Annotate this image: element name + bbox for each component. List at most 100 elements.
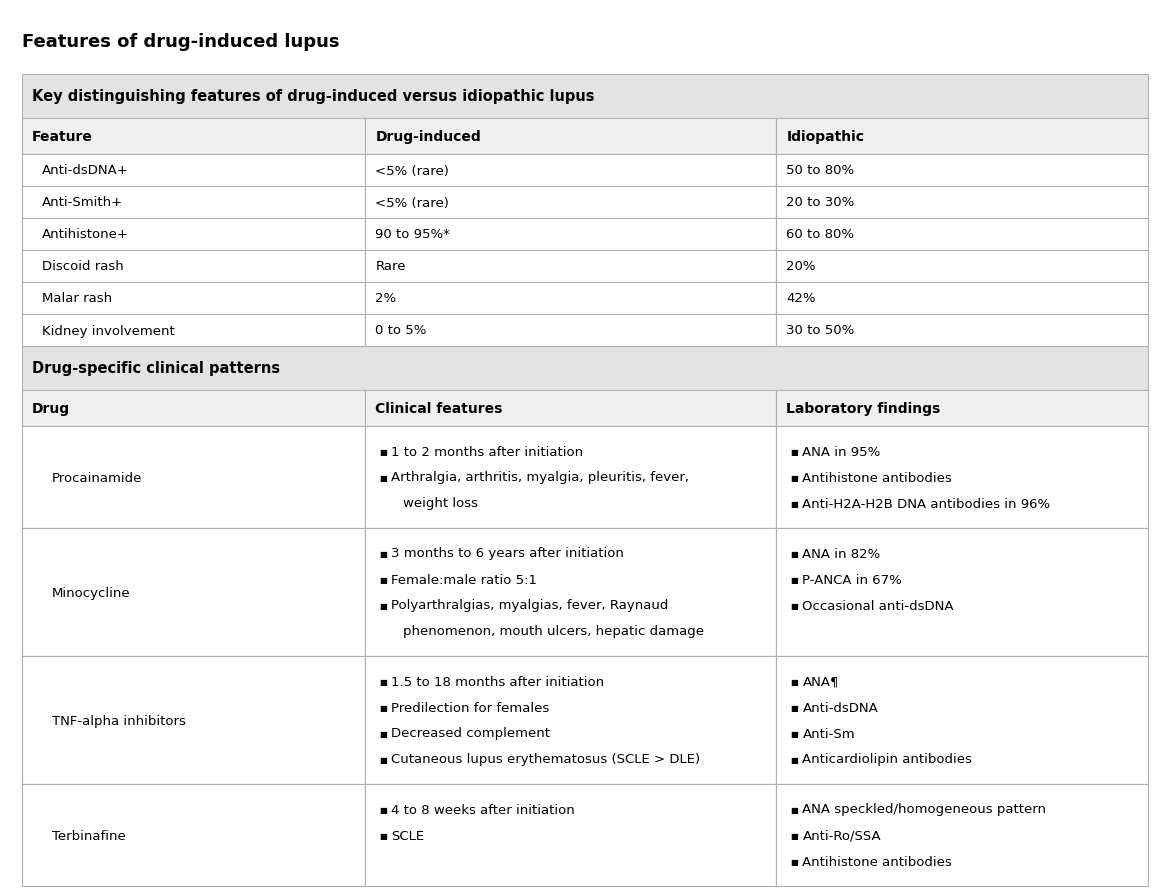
Bar xyxy=(22,283,365,315)
Text: Polyarthralgias, myalgias, fever, Raynaud: Polyarthralgias, myalgias, fever, Raynau… xyxy=(392,599,669,611)
Text: Anti-dsDNA: Anti-dsDNA xyxy=(803,701,879,713)
Bar xyxy=(365,119,777,155)
Text: 30 to 50%: 30 to 50% xyxy=(786,325,854,337)
Text: ■: ■ xyxy=(791,575,798,584)
Bar xyxy=(777,283,1148,315)
Bar xyxy=(365,656,777,784)
Bar xyxy=(365,528,777,656)
Text: 4 to 8 weeks after initiation: 4 to 8 weeks after initiation xyxy=(392,803,576,815)
Text: Drug-induced: Drug-induced xyxy=(376,130,481,144)
Text: 3 months to 6 years after initiation: 3 months to 6 years after initiation xyxy=(392,547,625,560)
Bar xyxy=(22,784,365,886)
Bar xyxy=(22,75,1148,119)
Bar xyxy=(777,219,1148,250)
Text: Antihistone+: Antihistone+ xyxy=(42,228,129,241)
Bar xyxy=(777,315,1148,347)
Text: 60 to 80%: 60 to 80% xyxy=(786,228,854,241)
Text: Anti-Ro/SSA: Anti-Ro/SSA xyxy=(803,829,881,841)
Bar xyxy=(777,391,1148,426)
Text: 0 to 5%: 0 to 5% xyxy=(376,325,427,337)
Bar xyxy=(22,656,365,784)
Bar xyxy=(365,219,777,250)
Text: 20%: 20% xyxy=(786,260,815,274)
Bar xyxy=(777,250,1148,283)
Text: ■: ■ xyxy=(379,729,387,738)
Text: Anti-Smith+: Anti-Smith+ xyxy=(42,197,123,209)
Bar xyxy=(22,347,1148,391)
Text: 20 to 30%: 20 to 30% xyxy=(786,197,854,209)
Text: Occasional anti-dsDNA: Occasional anti-dsDNA xyxy=(803,599,954,611)
Text: ■: ■ xyxy=(791,473,798,482)
Text: Malar rash: Malar rash xyxy=(42,292,112,305)
Bar xyxy=(22,155,365,187)
Text: Arthralgia, arthritis, myalgia, pleuritis, fever,: Arthralgia, arthritis, myalgia, pleuriti… xyxy=(392,471,689,484)
Text: Discoid rash: Discoid rash xyxy=(42,260,124,274)
Text: ANA in 82%: ANA in 82% xyxy=(803,547,881,560)
Text: <5% (rare): <5% (rare) xyxy=(376,164,449,177)
Text: 1.5 to 18 months after initiation: 1.5 to 18 months after initiation xyxy=(392,675,605,687)
Text: Drug: Drug xyxy=(32,401,70,416)
Bar xyxy=(22,315,365,347)
Text: 2%: 2% xyxy=(376,292,397,305)
Bar xyxy=(777,187,1148,219)
Bar xyxy=(22,219,365,250)
Bar xyxy=(365,426,777,528)
Text: ■: ■ xyxy=(791,549,798,558)
Text: 50 to 80%: 50 to 80% xyxy=(786,164,854,177)
Bar xyxy=(365,187,777,219)
Text: P-ANCA in 67%: P-ANCA in 67% xyxy=(803,573,902,586)
Text: 1 to 2 months after initiation: 1 to 2 months after initiation xyxy=(392,445,584,458)
Text: Anti-H2A-H2B DNA antibodies in 96%: Anti-H2A-H2B DNA antibodies in 96% xyxy=(803,497,1051,510)
Text: Idiopathic: Idiopathic xyxy=(786,130,865,144)
Bar xyxy=(365,283,777,315)
Text: Procainamide: Procainamide xyxy=(51,471,143,484)
Text: ■: ■ xyxy=(379,601,387,610)
Text: Features of drug-induced lupus: Features of drug-induced lupus xyxy=(22,33,339,51)
Text: Female:male ratio 5:1: Female:male ratio 5:1 xyxy=(392,573,537,586)
Bar xyxy=(22,119,365,155)
Bar xyxy=(365,315,777,347)
Text: ■: ■ xyxy=(379,755,387,763)
Bar xyxy=(22,391,365,426)
Text: ANA speckled/homogeneous pattern: ANA speckled/homogeneous pattern xyxy=(803,803,1046,815)
Text: Rare: Rare xyxy=(376,260,406,274)
Text: ■: ■ xyxy=(791,729,798,738)
Text: ■: ■ xyxy=(791,447,798,456)
Bar xyxy=(22,250,365,283)
Text: Laboratory findings: Laboratory findings xyxy=(786,401,941,416)
Text: Anticardiolipin antibodies: Anticardiolipin antibodies xyxy=(803,753,972,765)
Text: ■: ■ xyxy=(791,805,798,814)
Text: Clinical features: Clinical features xyxy=(376,401,503,416)
Text: ■: ■ xyxy=(379,805,387,814)
Text: Antihistone antibodies: Antihistone antibodies xyxy=(803,855,952,867)
Text: ■: ■ xyxy=(379,549,387,558)
Text: Anti-Sm: Anti-Sm xyxy=(803,727,855,739)
Text: Feature: Feature xyxy=(32,130,92,144)
Text: 90 to 95%*: 90 to 95%* xyxy=(376,228,450,241)
Text: Kidney involvement: Kidney involvement xyxy=(42,325,174,337)
Text: ■: ■ xyxy=(379,473,387,482)
Text: ■: ■ xyxy=(379,703,387,712)
Text: Cutaneous lupus erythematosus (SCLE > DLE): Cutaneous lupus erythematosus (SCLE > DL… xyxy=(392,753,701,765)
Text: Key distinguishing features of drug-induced versus idiopathic lupus: Key distinguishing features of drug-indu… xyxy=(32,89,594,105)
Text: Anti-dsDNA+: Anti-dsDNA+ xyxy=(42,164,129,177)
Bar xyxy=(777,119,1148,155)
Text: Decreased complement: Decreased complement xyxy=(392,727,550,739)
Bar xyxy=(777,155,1148,187)
Text: ANA in 95%: ANA in 95% xyxy=(803,445,881,458)
Text: ■: ■ xyxy=(791,499,798,508)
Bar xyxy=(365,391,777,426)
Bar xyxy=(777,426,1148,528)
Bar xyxy=(777,656,1148,784)
Text: ■: ■ xyxy=(791,703,798,712)
Bar xyxy=(777,528,1148,656)
Text: Minocycline: Minocycline xyxy=(51,586,131,599)
Text: ■: ■ xyxy=(791,601,798,610)
Text: ■: ■ xyxy=(379,575,387,584)
Text: weight loss: weight loss xyxy=(404,497,479,510)
Text: Predilection for females: Predilection for females xyxy=(392,701,550,713)
Text: ■: ■ xyxy=(791,856,798,865)
Bar xyxy=(777,784,1148,886)
Bar xyxy=(365,250,777,283)
Text: phenomenon, mouth ulcers, hepatic damage: phenomenon, mouth ulcers, hepatic damage xyxy=(404,625,704,637)
